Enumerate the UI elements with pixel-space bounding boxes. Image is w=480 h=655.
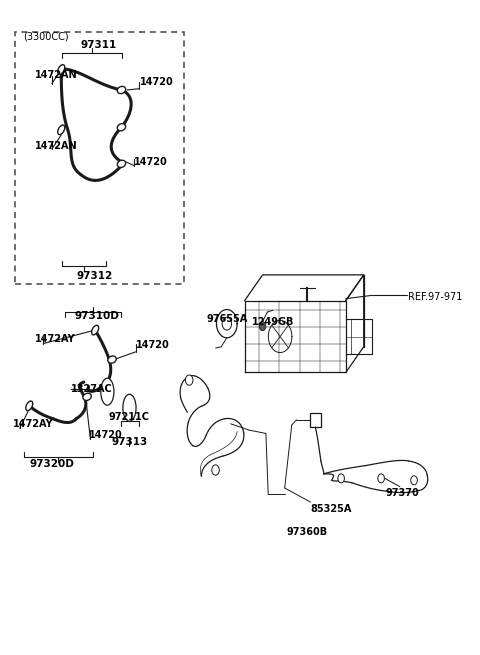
Text: 14720: 14720 [135,341,169,350]
Text: 97313: 97313 [111,437,147,447]
Text: 97310D: 97310D [74,311,119,321]
Text: 97320D: 97320D [29,458,74,468]
Ellipse shape [58,125,65,134]
Text: REF.97-971: REF.97-971 [408,291,463,302]
Text: 97655A: 97655A [206,314,248,324]
Text: 1472AN: 1472AN [36,141,78,151]
Circle shape [185,375,193,385]
Text: 97312: 97312 [76,271,112,281]
Text: 1472AY: 1472AY [36,334,76,344]
Text: 14720: 14720 [134,157,168,167]
Ellipse shape [123,394,136,421]
Text: 1472AY: 1472AY [13,419,54,429]
Circle shape [259,322,266,331]
Text: 97311: 97311 [81,40,117,50]
Text: (3300CC): (3300CC) [23,31,68,41]
Ellipse shape [117,160,126,168]
Ellipse shape [101,378,114,405]
FancyBboxPatch shape [15,32,184,284]
FancyBboxPatch shape [310,413,321,427]
Ellipse shape [117,86,126,94]
Circle shape [212,465,219,475]
Text: 1249GB: 1249GB [252,318,294,328]
Text: 1472AN: 1472AN [36,70,78,80]
Ellipse shape [58,65,65,74]
Text: 97211C: 97211C [109,413,150,422]
Circle shape [338,474,345,483]
Text: 14720: 14720 [88,430,122,440]
Ellipse shape [92,326,98,335]
Text: 85325A: 85325A [311,504,352,514]
Text: 1327AC: 1327AC [71,384,112,394]
Ellipse shape [108,356,116,364]
Text: 97360B: 97360B [286,527,327,536]
Text: 14720: 14720 [140,77,174,87]
Circle shape [378,474,384,483]
Circle shape [411,476,417,485]
Ellipse shape [26,401,33,411]
Ellipse shape [117,124,126,131]
Text: 97370: 97370 [386,488,420,498]
Ellipse shape [83,393,91,400]
